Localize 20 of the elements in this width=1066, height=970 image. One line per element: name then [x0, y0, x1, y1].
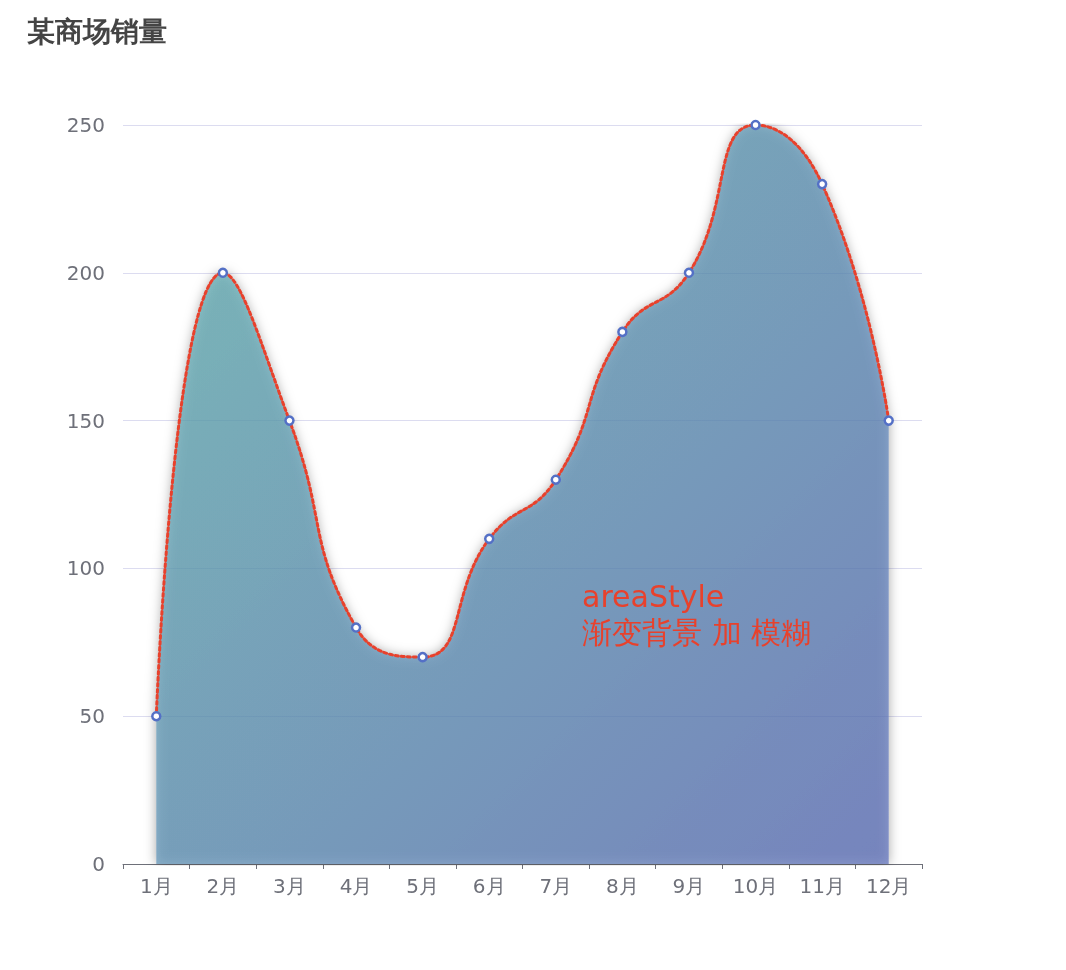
x-tick-label: 4月: [339, 874, 373, 898]
y-tick-label: 50: [79, 704, 105, 729]
x-tick-label: 8月: [606, 874, 639, 898]
x-tick-label: 1月: [139, 874, 173, 898]
y-tick-label: 100: [66, 556, 105, 581]
y-tick-label: 150: [66, 408, 105, 433]
x-tick-label: 2月: [206, 874, 240, 898]
x-tick-label: 12月: [865, 874, 912, 898]
x-tick-label: 9月: [672, 874, 706, 898]
x-tick-label: 6月: [472, 874, 506, 898]
x-tick-label: 11月: [799, 874, 845, 898]
x-tick-label: 5月: [406, 874, 439, 898]
x-tick-label: 3月: [273, 874, 306, 898]
x-tick-label: 7月: [539, 874, 573, 898]
y-tick-label: 0: [92, 852, 105, 876]
annotation: areaStyle 渐变背景 加 模糊: [582, 578, 812, 650]
y-tick-label: 250: [66, 113, 105, 137]
x-tick-label: 10月: [732, 874, 779, 898]
y-tick-label: 200: [66, 260, 105, 285]
chart-title: 某商场销量: [27, 14, 167, 48]
